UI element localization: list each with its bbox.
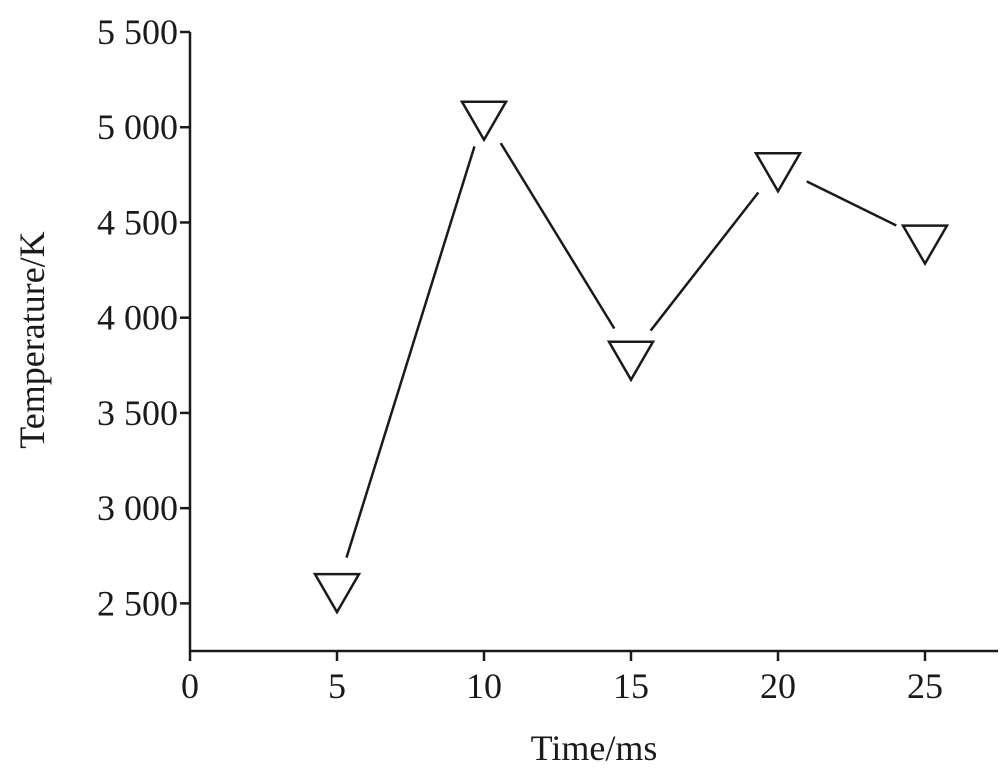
series-line-segment xyxy=(806,180,897,227)
x-tick-label: 25 xyxy=(907,666,943,706)
y-tick-label: 5 500 xyxy=(97,12,178,52)
y-tick-label: 3 500 xyxy=(97,393,178,433)
x-tick-label: 5 xyxy=(328,666,346,706)
ticks: 2 500 3 000 3 500 4 000 4 500 5 000 5 500 0 5 10 1… xyxy=(97,12,943,706)
data-point-marker xyxy=(900,224,950,267)
x-tick-label: 15 xyxy=(613,666,649,706)
y-tick-label: 5 000 xyxy=(97,107,178,147)
data-point-marker xyxy=(606,340,656,383)
data-point-marker xyxy=(753,151,803,194)
series-line-segment xyxy=(499,142,616,330)
y-tick-label: 3 000 xyxy=(97,488,178,528)
data-point-marker xyxy=(459,100,509,143)
axes xyxy=(188,32,998,653)
y-axis-title: Temperature/K xyxy=(12,231,52,448)
x-tick-label: 20 xyxy=(760,666,796,706)
y-tick-label: 2 500 xyxy=(97,583,178,623)
x-axis-title: Time/ms xyxy=(531,728,658,768)
series-line-segment xyxy=(649,191,760,332)
data-point-marker xyxy=(312,572,362,615)
y-tick-label: 4 500 xyxy=(97,202,178,242)
y-tick-label: 4 000 xyxy=(97,298,178,338)
series xyxy=(312,100,950,615)
x-tick-label: 10 xyxy=(466,666,502,706)
x-tick-label: 0 xyxy=(181,666,199,706)
series-line-segment xyxy=(345,145,476,558)
